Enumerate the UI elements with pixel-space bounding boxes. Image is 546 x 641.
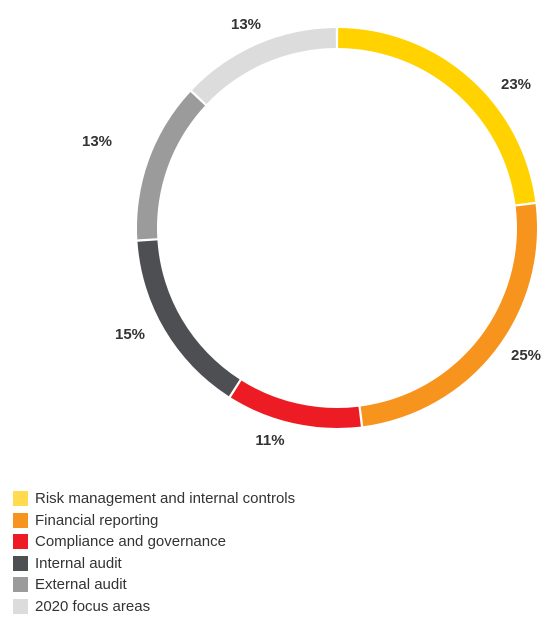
legend-swatch <box>13 512 28 528</box>
legend-item-internal-audit: Internal audit <box>13 553 295 575</box>
value-label-compliance-and-governance: 11% <box>255 432 284 449</box>
value-label-risk-management-and-internal-controls: 23% <box>501 76 531 93</box>
segment-2020-focus-areas <box>192 28 336 104</box>
legend-label: External audit <box>35 576 127 594</box>
value-label-financial-reporting: 25% <box>511 347 541 364</box>
legend-label: Internal audit <box>35 554 122 572</box>
legend-label: Financial reporting <box>35 511 159 529</box>
segment-financial-reporting <box>360 204 537 427</box>
segment-risk-management-and-internal-controls <box>338 28 536 205</box>
segment-internal-audit <box>137 240 240 397</box>
percentage-labels: 23% 25% 11% 15% 13% 13% <box>82 16 541 449</box>
legend-item-2020-focus-areas: 2020 focus areas <box>13 596 295 618</box>
legend-item-financial-reporting: Financial reporting <box>13 510 295 532</box>
legend-swatch <box>13 577 28 593</box>
donut-chart: 23% 25% 11% 15% 13% 13% <box>82 16 541 449</box>
legend-label: Risk management and internal controls <box>35 490 296 508</box>
value-label-2020-focus-areas: 13% <box>231 16 261 33</box>
segment-compliance-and-governance <box>230 380 361 428</box>
legend-swatch <box>13 534 28 550</box>
segment-external-audit <box>137 91 206 240</box>
legend-item-compliance-and-governance: Compliance and governance <box>13 531 295 553</box>
legend-item-risk-management-and-internal-controls: Risk management and internal controls <box>13 488 295 510</box>
legend-label: Compliance and governance <box>35 533 226 551</box>
legend-swatch <box>13 598 28 614</box>
legend: Risk management and internal controls Fin… <box>13 488 295 617</box>
value-label-external-audit: 13% <box>82 133 112 150</box>
value-label-internal-audit: 15% <box>115 326 145 343</box>
legend-label: 2020 focus areas <box>35 597 151 615</box>
donut-segments <box>137 28 537 428</box>
legend-item-external-audit: External audit <box>13 574 295 596</box>
legend-swatch <box>13 555 28 571</box>
legend-swatch <box>13 491 28 507</box>
